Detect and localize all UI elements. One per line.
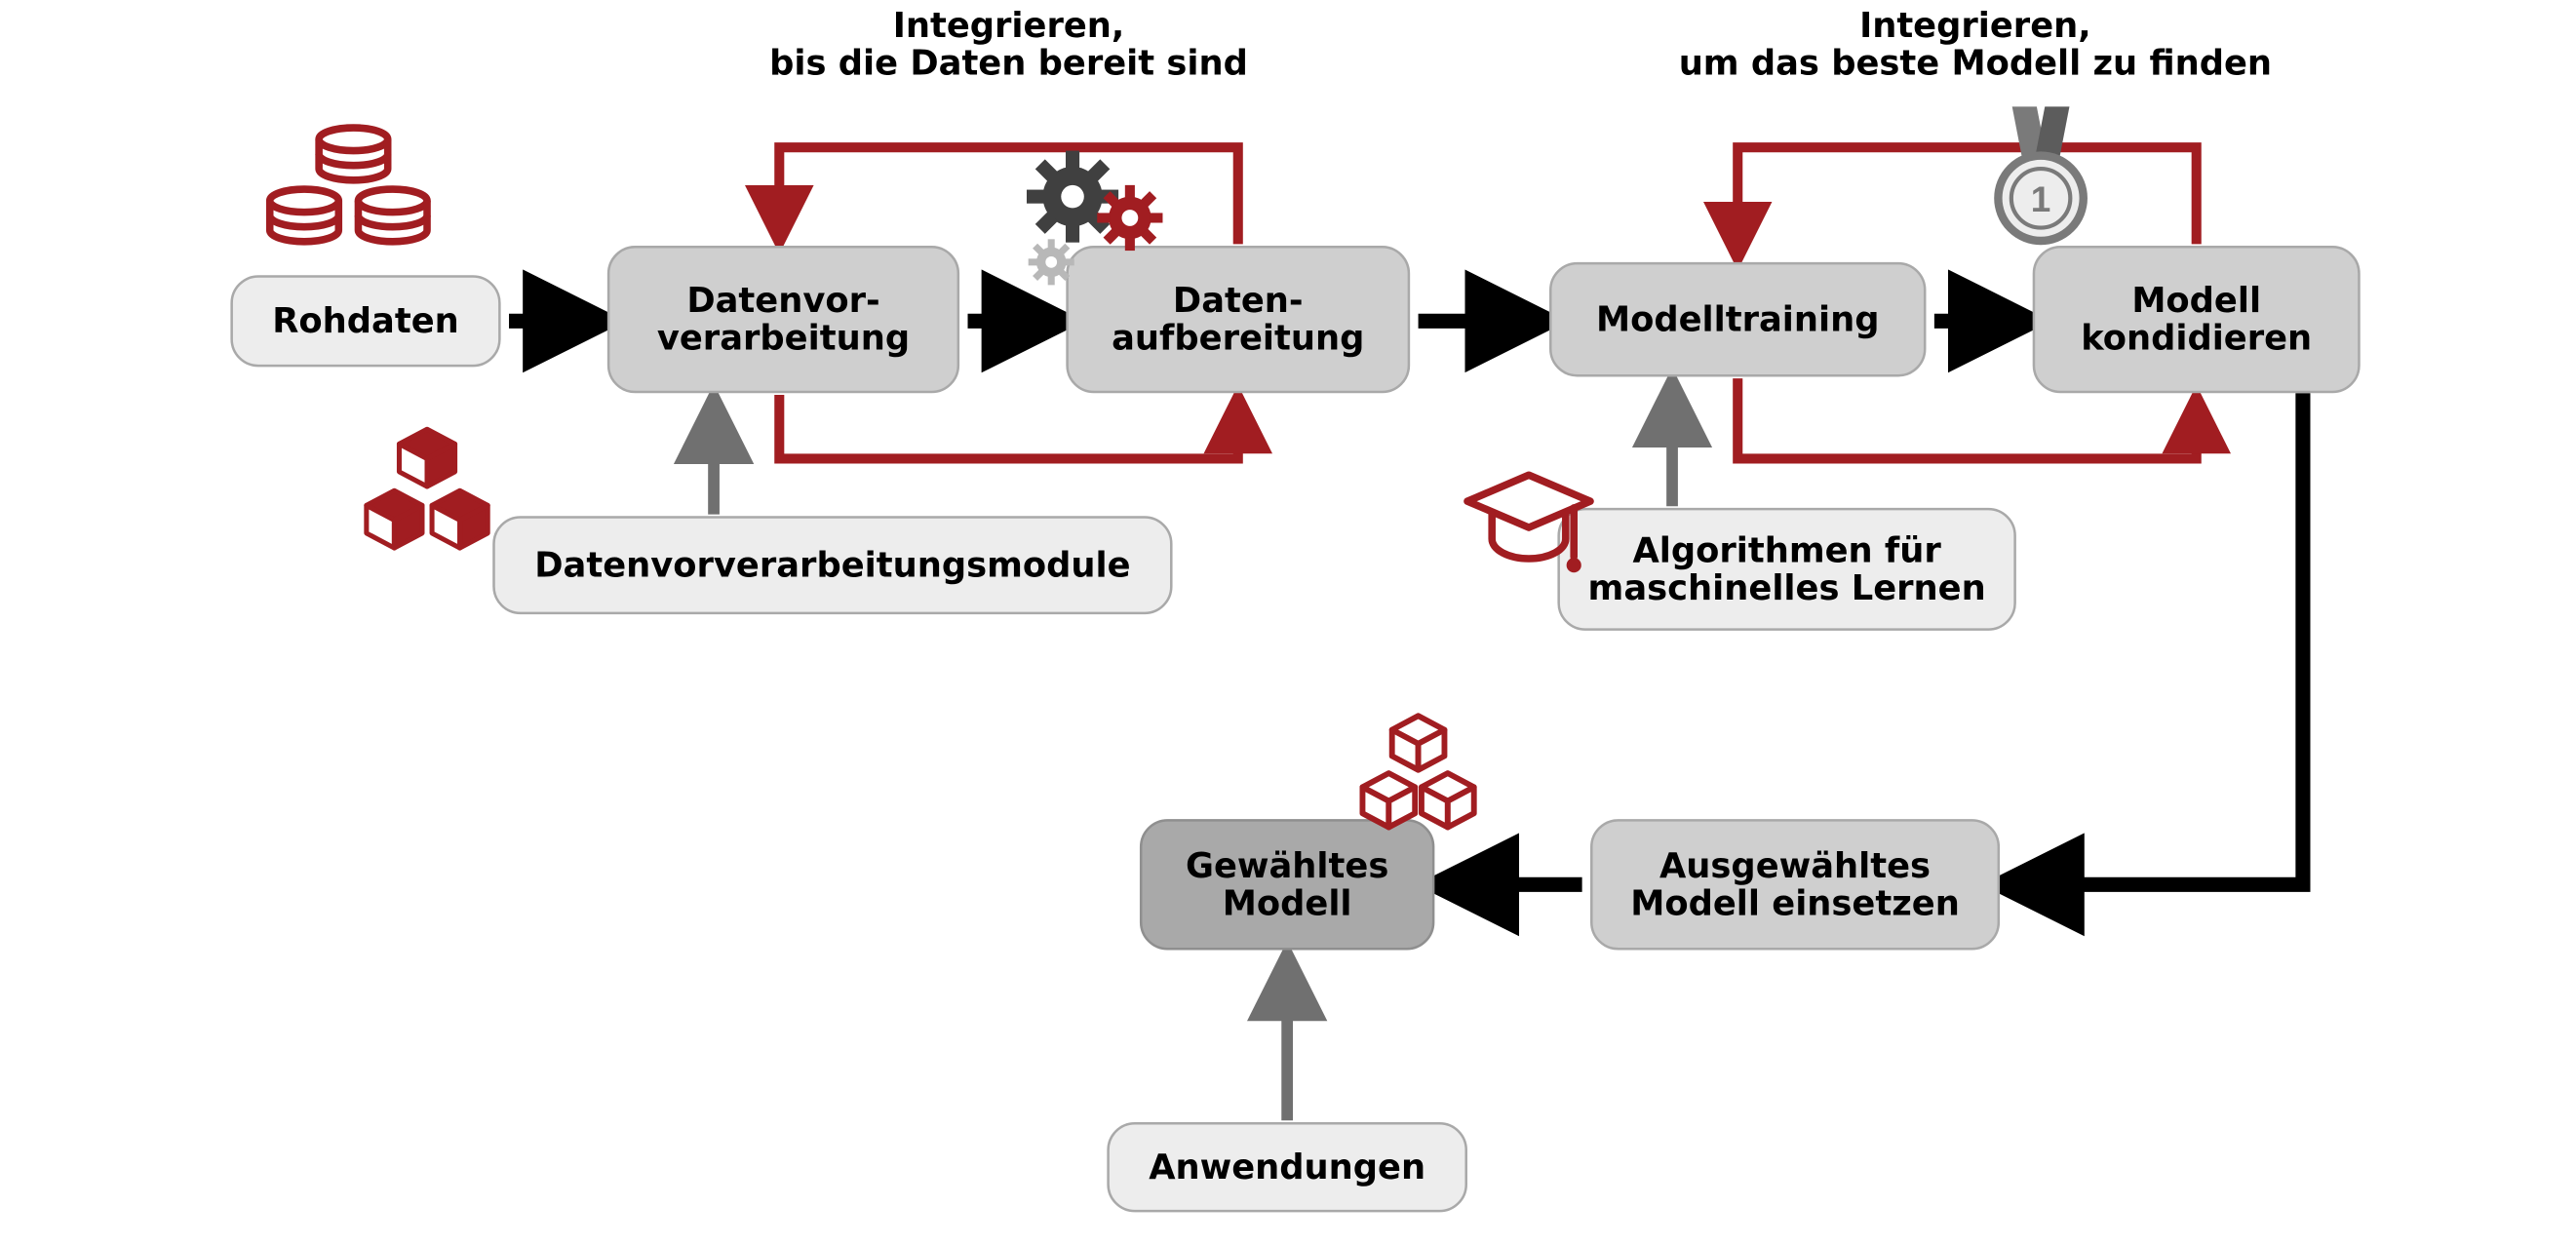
node-anwendungen: Anwendungen [1107, 1122, 1467, 1212]
node-rohdaten: Rohdaten [230, 275, 500, 367]
diagram-stage: Integrieren, bis die Daten bereit sind I… [0, 0, 2576, 1245]
node-ml-algorithmen: Algorithmen für maschinelles Lernen [1557, 508, 2015, 631]
label-loop-left: Integrieren, bis die Daten bereit sind [730, 7, 1287, 83]
node-layer: Integrieren, bis die Daten bereit sind I… [0, 0, 2576, 1245]
medal-icon: 1 [1987, 106, 2093, 250]
node-kondidieren: Modell kondidieren [2033, 246, 2361, 393]
graduation-cap-icon [1460, 467, 1599, 590]
gears-icon [1015, 147, 1179, 294]
node-vorverarb-module: Datenvorverarbeitungsmodule [492, 516, 1172, 614]
database-icon [255, 123, 436, 266]
node-modelltraining: Modelltraining [1549, 262, 1926, 377]
node-vorverarbeitung: Datenvor- verarbeitung [607, 246, 959, 393]
blocks-icon [349, 426, 505, 565]
node-modell-einsetzen: Ausgewähltes Modell einsetzen [1590, 819, 2000, 950]
label-loop-right: Integrieren, um das beste Modell zu find… [1648, 7, 2303, 83]
cubes-outline-icon [1345, 713, 1492, 843]
svg-text:1: 1 [2031, 179, 2051, 219]
